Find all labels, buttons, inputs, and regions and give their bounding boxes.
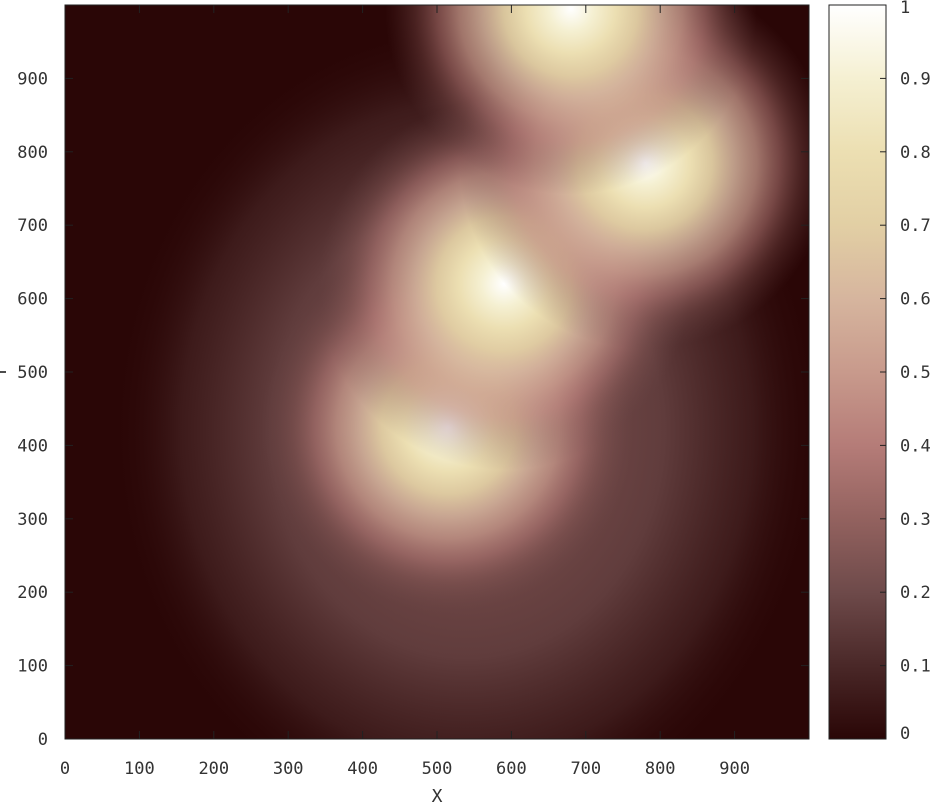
colorbar-tick-label: 1: [900, 0, 910, 18]
y-tick-label: 900: [17, 69, 48, 89]
x-tick-label: 900: [719, 759, 750, 779]
y-tick-label: 200: [17, 583, 48, 603]
x-axis-ticks: 0 100 200 300 400 500 600 700 800 900: [60, 5, 750, 779]
x-tick-label: 0: [60, 759, 70, 779]
x-tick-label: 300: [273, 759, 304, 779]
y-tick-label: 300: [17, 510, 48, 530]
plot-area: [65, 5, 809, 739]
x-axis-label: X: [432, 786, 443, 804]
y-axis-label: Y: [0, 366, 11, 377]
blob-layer: [262, 5, 809, 614]
y-tick-label: 0: [38, 730, 48, 750]
x-tick-label: 700: [570, 759, 601, 779]
colorbar-tick-label: 0: [900, 724, 910, 744]
x-tick-label: 400: [347, 759, 378, 779]
colorbar-tick-label: 0.6: [900, 290, 931, 310]
colorbar-ticks: 0 0.1 0.2 0.3 0.4 0.5 0.6 0.7 0.8 0.9 1: [880, 0, 931, 744]
y-tick-label: 400: [17, 436, 48, 456]
y-axis-ticks: 0 100 200 300 400 500 600 700 800 900: [17, 69, 809, 750]
x-tick-label: 500: [422, 759, 453, 779]
colorbar-tick-label: 0.4: [900, 436, 931, 456]
colorbar-tick-label: 0.7: [900, 216, 931, 236]
colorbar-tick-label: 0.8: [900, 143, 931, 163]
y-tick-label: 600: [17, 290, 48, 310]
x-tick-label: 800: [645, 759, 676, 779]
heatmap-peak: [384, 5, 757, 195]
colorbar-tick-label: 0.5: [900, 363, 931, 383]
x-tick-label: 100: [124, 759, 155, 779]
colorbar-tick-label: 0.1: [900, 657, 931, 677]
colorbar-tick-label: 0.3: [900, 510, 931, 530]
x-tick-label: 600: [496, 759, 527, 779]
y-tick-label: 500: [17, 363, 48, 383]
y-tick-label: 700: [17, 216, 48, 236]
colorbar-tick-label: 0.2: [900, 583, 931, 603]
colorbar: [828, 4, 887, 740]
x-tick-label: 200: [198, 759, 229, 779]
y-tick-label: 100: [17, 657, 48, 677]
y-tick-label: 800: [17, 143, 48, 163]
colorbar-tick-label: 0.9: [900, 69, 931, 89]
